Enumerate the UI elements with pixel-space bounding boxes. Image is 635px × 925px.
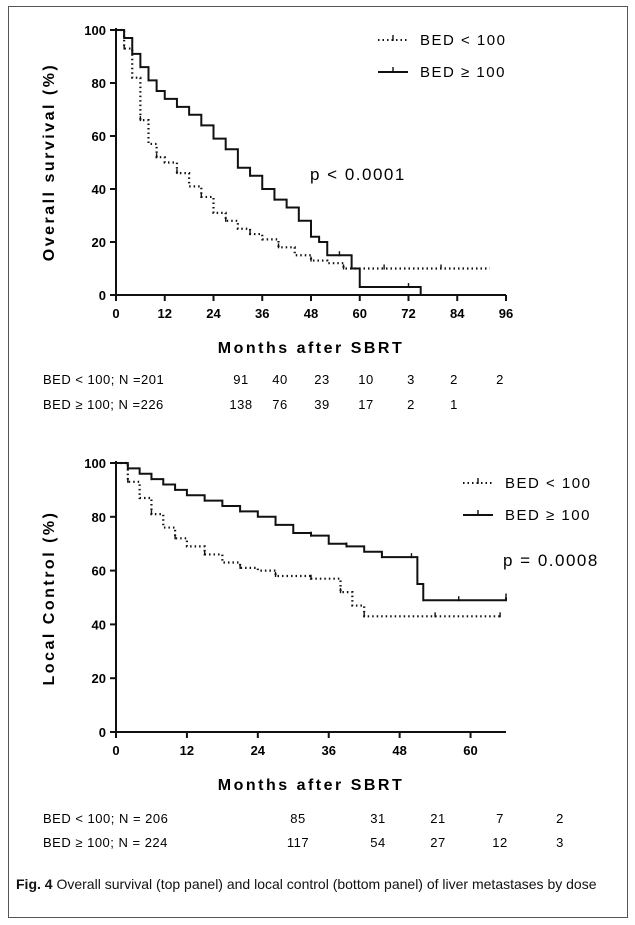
x-tick-label: 48	[392, 743, 406, 758]
risk-value: 1	[450, 397, 458, 412]
x-axis-title: Months after SBRT	[218, 777, 405, 794]
risk-value: 3	[556, 835, 564, 850]
risk-value: 31	[370, 811, 385, 826]
risk-value: 54	[370, 835, 385, 850]
risk-value: 7	[496, 811, 504, 826]
legend-label: BED < 100	[505, 475, 591, 492]
x-tick-label: 12	[180, 743, 194, 758]
y-tick-label: 20	[92, 235, 106, 250]
y-tick-label: 60	[92, 564, 106, 579]
y-tick-label: 40	[92, 182, 106, 197]
legend-label: BED < 100	[420, 32, 506, 49]
x-tick-label: 24	[206, 306, 221, 321]
risk-row-label: BED < 100; N = 206	[43, 811, 168, 826]
x-tick-label: 60	[463, 743, 477, 758]
risk-value: 2	[407, 397, 415, 412]
x-tick-label: 60	[353, 306, 367, 321]
risk-value: 39	[314, 397, 329, 412]
risk-row-label: BED < 100; N =201	[43, 372, 164, 387]
x-tick-label: 36	[321, 743, 335, 758]
legend: BED < 100 BED ≥ 100	[463, 475, 591, 524]
x-tick-label: 24	[251, 743, 266, 758]
legend-label: BED ≥ 100	[420, 64, 506, 81]
y-tick-label: 80	[92, 76, 106, 91]
chart-panel-bottom: 0 20 40 60 80 100 0 12 24 36 48 60 Months after SBRT…	[41, 456, 599, 850]
risk-table: BED < 100; N =201 91 40 23 10 3 2 2 BED ≥ 100; N…	[43, 372, 504, 412]
risk-value: 2	[496, 372, 504, 387]
legend: BED < 100 BED ≥ 100	[378, 32, 506, 81]
risk-value: 76	[272, 397, 287, 412]
caption-label: Fig. 4	[16, 876, 53, 892]
risk-value: 2	[556, 811, 564, 826]
x-tick-label: 0	[112, 743, 119, 758]
y-tick-label: 80	[92, 510, 106, 525]
caption-text: Overall survival (top panel) and local c…	[56, 876, 597, 892]
risk-value: 3	[407, 372, 415, 387]
risk-value: 10	[358, 372, 373, 387]
y-axis-title: Overall survival (%)	[41, 63, 58, 262]
risk-value: 21	[430, 811, 445, 826]
y-tick-label: 60	[92, 129, 106, 144]
risk-value: 117	[287, 835, 309, 850]
x-tick-label: 72	[401, 306, 415, 321]
risk-value: 12	[492, 835, 507, 850]
y-tick-label: 40	[92, 617, 106, 632]
figure-frame	[8, 6, 628, 918]
p-value-annotation: p = 0.0008	[503, 551, 599, 570]
series-line-bed-lt-100	[116, 461, 501, 618]
x-tick-label: 48	[304, 306, 318, 321]
risk-value: 40	[272, 372, 287, 387]
x-tick-label: 12	[158, 306, 172, 321]
legend-label: BED ≥ 100	[505, 507, 591, 524]
x-tick-label: 0	[112, 306, 119, 321]
risk-value: 91	[233, 372, 248, 387]
p-value-annotation: p < 0.0001	[310, 165, 406, 184]
series-line-bed-ge-100	[116, 29, 422, 295]
y-tick-label: 100	[84, 23, 106, 38]
y-tick-label: 20	[92, 671, 106, 686]
x-axis-title: Months after SBRT	[218, 340, 405, 357]
x-tick-label: 36	[255, 306, 269, 321]
x-tick-label: 84	[450, 306, 465, 321]
series-line-bed-ge-100	[116, 462, 507, 602]
series-line-bed-lt-100	[116, 28, 490, 270]
y-axis-title: Local Control (%)	[41, 511, 58, 686]
risk-row-label: BED ≥ 100; N = 224	[43, 835, 168, 850]
risk-value: 17	[358, 397, 373, 412]
risk-row-label: BED ≥ 100; N =226	[43, 397, 164, 412]
risk-value: 2	[450, 372, 458, 387]
risk-value: 23	[314, 372, 329, 387]
y-tick-label: 0	[99, 725, 106, 740]
y-tick-label: 0	[99, 288, 106, 303]
risk-value: 27	[430, 835, 445, 850]
risk-value: 85	[290, 811, 305, 826]
figure-caption: Fig. 4 Overall survival (top panel) and …	[16, 874, 616, 894]
y-tick-label: 100	[84, 456, 106, 471]
risk-value: 138	[229, 397, 252, 412]
risk-table: BED < 100; N = 206 85 31 21 7 2 BED ≥ 100; N =…	[43, 811, 564, 850]
x-tick-label: 96	[499, 306, 513, 321]
